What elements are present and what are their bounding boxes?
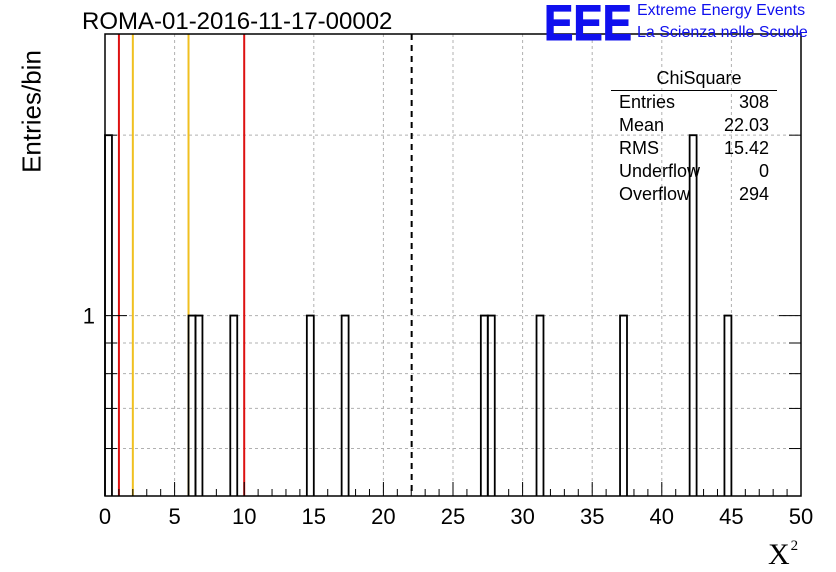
x-axis-label-superscript: 2 [790,538,799,554]
histogram-bin [194,314,204,496]
stats-label: Overflow [619,184,691,204]
x-tick-label: 15 [302,504,326,529]
histogram-bin [723,314,733,496]
stats-row-entries: Entries 308 [611,91,777,114]
eee-logo: EEE [542,0,636,52]
x-tick-label: 35 [580,504,604,529]
x-tick-label: 25 [441,504,465,529]
stats-row-mean: Mean 22.03 [611,114,777,137]
logo-line-1: Extreme Energy Events [637,2,806,19]
stats-row-underflow: Underflow 0 [611,160,777,183]
histogram-bin [229,314,239,496]
y-axis-label: Entries/bin [16,50,47,173]
stats-value: 22.03 [723,115,769,135]
eee-logo-mark: EEE [544,0,633,52]
x-tick-label: 0 [99,504,111,529]
histogram-bin [305,314,315,496]
stats-row-rms: RMS 15.42 [611,137,777,160]
histogram-bin [535,314,545,496]
stats-value: 0 [758,161,769,181]
x-tick-label: 20 [371,504,395,529]
histogram-bin [486,314,496,496]
x-tick-label: 30 [510,504,534,529]
x-tick-label: 40 [650,504,674,529]
stats-value: 294 [738,184,769,204]
logo-line-2: La Scienza nelle Scuole [637,24,808,41]
stats-row-overflow: Overflow 294 [611,183,777,206]
x-axis-label-base: X [768,538,790,571]
stats-value: 15.42 [723,138,769,158]
stats-box: ChiSquare Entries 308 Mean 22.03 RMS 15.… [611,66,777,206]
x-axis-label: X2 [768,538,798,572]
chart-title: ROMA-01-2016-11-17-00002 [82,8,393,35]
x-tick-label: 5 [168,504,180,529]
histogram-bin [619,314,628,496]
stats-label: Underflow [619,161,701,181]
stats-label: Mean [619,115,665,135]
histogram-bin [688,134,698,496]
y-tick-label: 1 [83,304,95,329]
histogram-bin [340,314,350,496]
stats-label: Entries [619,92,676,112]
stats-label: RMS [619,138,659,158]
x-tick-label: 45 [719,504,743,529]
x-tick-label: 10 [232,504,256,529]
stats-title: ChiSquare [611,66,777,91]
stats-value: 308 [738,92,769,112]
axis-ticks: 0 5 10 15 20 25 30 35 40 45 50 1 [83,134,813,529]
reference-lines [117,34,413,496]
eee-logo-letters: EEE [544,0,632,46]
x-tick-label: 50 [789,504,813,529]
